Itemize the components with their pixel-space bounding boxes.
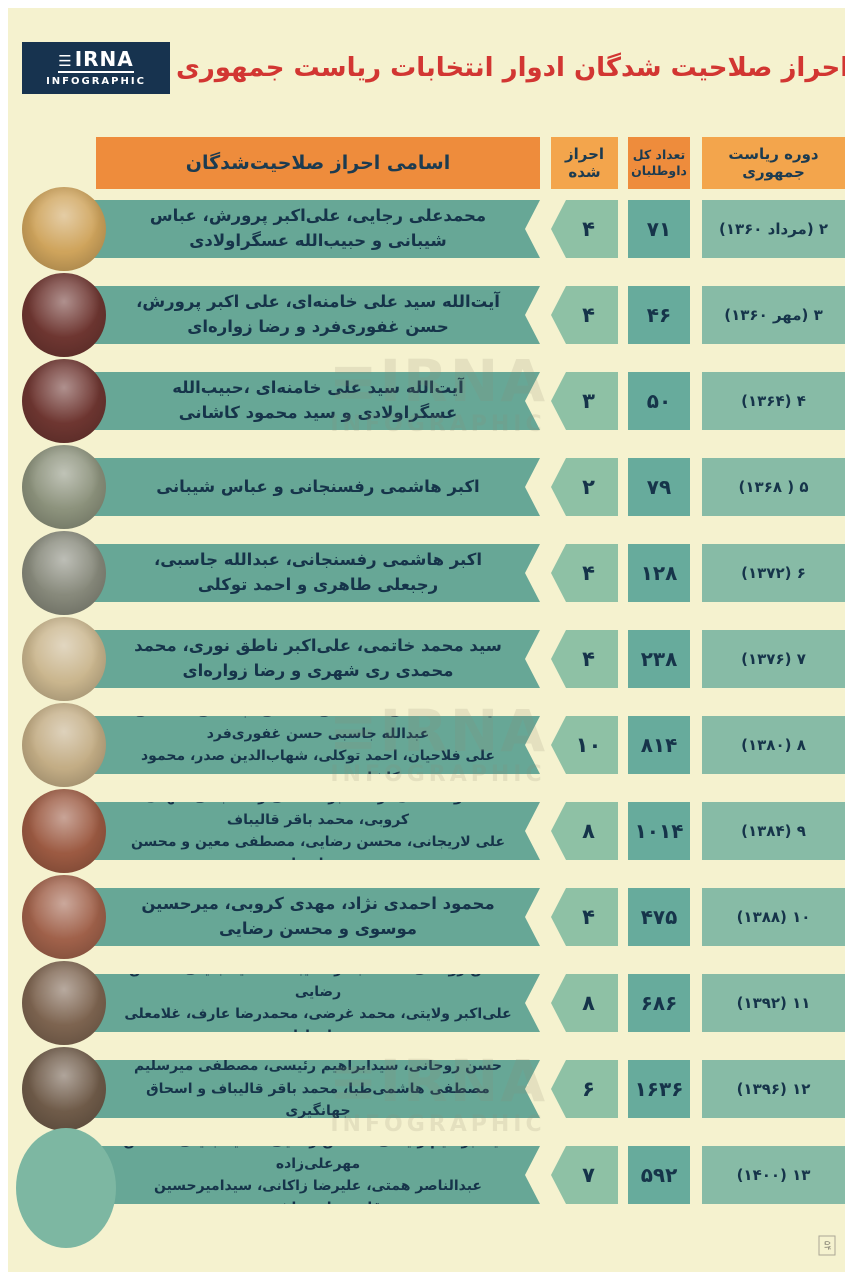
candidate-photo <box>22 789 106 873</box>
qualified-candidates-names: آیت‌الله سید علی خامنه‌ای، علی اکبر پرور… <box>88 286 540 344</box>
header: ☰ IRNA INFOGRAPHIC احراز صلاحیت شدگان ادو… <box>8 42 845 94</box>
total-candidates-count: ۱۶۳۶ <box>628 1060 690 1118</box>
irna-flag-icon: ☰ <box>58 52 73 70</box>
presidential-term: ۱۳ (۱۴۰۰) <box>702 1146 845 1204</box>
qualified-candidates-names: محمدعلی رجایی، علی‌اکبر پرورش، عباس شیبا… <box>88 200 540 258</box>
table-row: سید ابراهیم رئیسی، محسن رضایی، سعید جلیل… <box>8 1128 845 1248</box>
column-header-names: اسامی احراز صلاحیت‌شدگان <box>96 137 540 189</box>
table-row: محمود احمدی نژاد، اکبر هاشمی رفسنجانی، م… <box>8 789 845 873</box>
total-candidates-count: ۵۹۲ <box>628 1146 690 1204</box>
qualified-count: ۳ <box>551 372 618 430</box>
total-candidates-count: ۱۰۱۴ <box>628 802 690 860</box>
table-row: سید محمد خاتمی، مصطفی هاشمی‌طبا، علی شمخ… <box>8 703 845 787</box>
total-candidates-count: ۸۱۴ <box>628 716 690 774</box>
presidential-term: ۶ (۱۳۷۲) <box>702 544 845 602</box>
candidate-photo <box>16 1128 116 1248</box>
qualified-count: ۴ <box>551 286 618 344</box>
page-title: احراز صلاحیت شدگان ادوار انتخابات ریاست … <box>176 53 845 83</box>
table-row: آیت‌الله سید علی خامنه‌ای ،حبیب‌الله عسگ… <box>8 359 845 443</box>
qualified-candidates-names: محمود احمدی نژاد، مهدی کروبی، میرحسین مو… <box>88 888 540 946</box>
qualified-candidates-names: اکبر هاشمی رفسنجانی، عبدالله جاسبی، رجبع… <box>88 544 540 602</box>
candidate-photo <box>22 445 106 529</box>
presidential-term: ۷ (۱۳۷۶) <box>702 630 845 688</box>
presidential-term: ۱۲ (۱۳۹۶) <box>702 1060 845 1118</box>
qualified-candidates-names: سید ابراهیم رئیسی، محسن رضایی، سعید جلیل… <box>88 1146 540 1204</box>
irna-logo: ☰ IRNA INFOGRAPHIC <box>22 42 170 94</box>
table-row: اکبر هاشمی رفسنجانی و عباس شیبانی ۲ ۷۹ ۵… <box>8 445 845 529</box>
qualified-count: ۴ <box>551 544 618 602</box>
table-row: محمود احمدی نژاد، مهدی کروبی، میرحسین مو… <box>8 875 845 959</box>
presidential-term: ۹ (۱۳۸۴) <box>702 802 845 860</box>
total-candidates-count: ۶۸۶ <box>628 974 690 1032</box>
qualified-count: ۷ <box>551 1146 618 1204</box>
qualified-count: ۸ <box>551 802 618 860</box>
rows: محمدعلی رجایی، علی‌اکبر پرورش، عباس شیبا… <box>8 187 845 1248</box>
irna-logo-subtext: INFOGRAPHIC <box>46 76 146 87</box>
candidate-photo <box>22 359 106 443</box>
qualified-candidates-names: سید محمد خاتمی، مصطفی هاشمی‌طبا، علی شمخ… <box>88 716 540 774</box>
qualified-count: ۴ <box>551 200 618 258</box>
column-header-qualified: احراز شده <box>551 137 618 189</box>
candidate-photo <box>22 1047 106 1131</box>
table-row: حسن روحانی، سیدابراهیم رئیسی، مصطفی میرس… <box>8 1047 845 1131</box>
qualified-count: ۲ <box>551 458 618 516</box>
candidate-photo <box>22 273 106 357</box>
total-candidates-count: ۴۶ <box>628 286 690 344</box>
qualified-candidates-names: محمود احمدی نژاد، اکبر هاشمی رفسنجانی، م… <box>88 802 540 860</box>
presidential-term: ۸ (۱۳۸۰) <box>702 716 845 774</box>
qualified-count: ۴ <box>551 630 618 688</box>
candidate-photo <box>22 617 106 701</box>
candidate-photo <box>22 187 106 271</box>
table-row: آیت‌الله سید علی خامنه‌ای، علی اکبر پرور… <box>8 273 845 357</box>
qualified-count: ۴ <box>551 888 618 946</box>
qualified-candidates-names: اکبر هاشمی رفسنجانی و عباس شیبانی <box>88 458 540 516</box>
presidential-term: ۵ ( ۱۳۶۸) <box>702 458 845 516</box>
candidate-photo <box>22 703 106 787</box>
table-row: حسن روحانی، محمد باقر قالیباف، سعید جلیل… <box>8 961 845 1045</box>
irna-logo-word: IRNA <box>74 47 134 71</box>
qualified-count: ۱۰ <box>551 716 618 774</box>
qualified-candidates-names: سید محمد خاتمی، علی‌اکبر ناطق نوری، محمد… <box>88 630 540 688</box>
table-row: اکبر هاشمی رفسنجانی، عبدالله جاسبی، رجبع… <box>8 531 845 615</box>
qualified-candidates-names: حسن روحانی، محمد باقر قالیباف، سعید جلیل… <box>88 974 540 1032</box>
presidential-term: ۲ (مرداد ۱۳۶۰) <box>702 200 845 258</box>
table-header: اسامی احراز صلاحیت‌شدگان احراز شده تعداد… <box>8 137 845 189</box>
table-row: سید محمد خاتمی، علی‌اکبر ناطق نوری، محمد… <box>8 617 845 701</box>
total-candidates-count: ۲۳۸ <box>628 630 690 688</box>
irna-logo-text: ☰ IRNA <box>58 49 134 73</box>
total-candidates-count: ۱۲۸ <box>628 544 690 602</box>
qualified-candidates-names: حسن روحانی، سیدابراهیم رئیسی، مصطفی میرس… <box>88 1060 540 1118</box>
presidential-term: ۳ (مهر ۱۳۶۰) <box>702 286 845 344</box>
qualified-candidates-names: آیت‌الله سید علی خامنه‌ای ،حبیب‌الله عسگ… <box>88 372 540 430</box>
presidential-term: ۱۰ (۱۳۸۸) <box>702 888 845 946</box>
candidate-photo <box>22 531 106 615</box>
total-candidates-count: ۵۰ <box>628 372 690 430</box>
column-header-total: تعداد کل داوطلبان <box>628 137 690 189</box>
qualified-count: ۶ <box>551 1060 618 1118</box>
candidate-photo <box>22 875 106 959</box>
presidential-term: ۴ (۱۳۶۴) <box>702 372 845 430</box>
page-number: ۵۴ <box>818 1235 836 1256</box>
candidate-photo <box>22 961 106 1045</box>
total-candidates-count: ۷۹ <box>628 458 690 516</box>
qualified-count: ۸ <box>551 974 618 1032</box>
presidential-term: ۱۱ (۱۳۹۲) <box>702 974 845 1032</box>
column-header-period: دوره ریاست جمهوری <box>702 137 845 189</box>
total-candidates-count: ۷۱ <box>628 200 690 258</box>
total-candidates-count: ۴۷۵ <box>628 888 690 946</box>
infographic-canvas: ≡IRNA INFOGRAPHIC ≡IRNA INFOGRAPHIC ≡IRN… <box>8 8 845 1272</box>
table-row: محمدعلی رجایی، علی‌اکبر پرورش، عباس شیبا… <box>8 187 845 271</box>
